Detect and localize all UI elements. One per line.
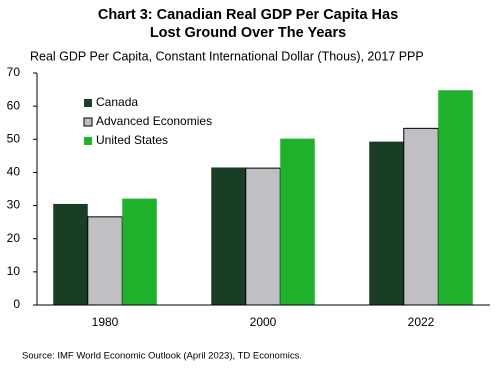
x-tick-label: 1980: [92, 315, 119, 329]
legend-swatch: [84, 137, 92, 145]
bar: [280, 138, 315, 305]
y-tick-label: 0: [13, 297, 20, 311]
legend-label: Canada: [96, 95, 138, 109]
x-tick-label: 2022: [408, 315, 435, 329]
y-tick-label: 10: [7, 264, 21, 278]
bar: [122, 198, 157, 305]
y-tick-label: 50: [7, 131, 21, 145]
x-tick-label: 2000: [250, 315, 277, 329]
legend-label: Advanced Economies: [96, 114, 212, 128]
y-tick-label: 30: [7, 198, 21, 212]
source: Source: IMF World Economic Outlook (Apri…: [22, 351, 302, 362]
y-tick-label: 40: [7, 165, 21, 179]
y-tick-label: 20: [7, 231, 21, 245]
y-tick-label: 70: [7, 65, 21, 79]
bar: [245, 167, 281, 306]
bar: [87, 216, 123, 306]
bar: [211, 167, 246, 305]
legend-swatch: [83, 117, 93, 127]
bar: [369, 141, 404, 305]
chart-title: Lost Ground Over The Years: [150, 25, 346, 41]
bar: [438, 90, 473, 305]
bar: [53, 203, 88, 305]
chart-title: Chart 3: Canadian Real GDP Per Capita Ha…: [98, 7, 398, 23]
legend-swatch: [84, 99, 92, 107]
bar: [403, 127, 439, 306]
y-tick-label: 60: [7, 98, 21, 112]
y-axis-label: Real GDP Per Capita, Constant Internatio…: [30, 49, 424, 63]
legend-label: United States: [96, 133, 168, 147]
